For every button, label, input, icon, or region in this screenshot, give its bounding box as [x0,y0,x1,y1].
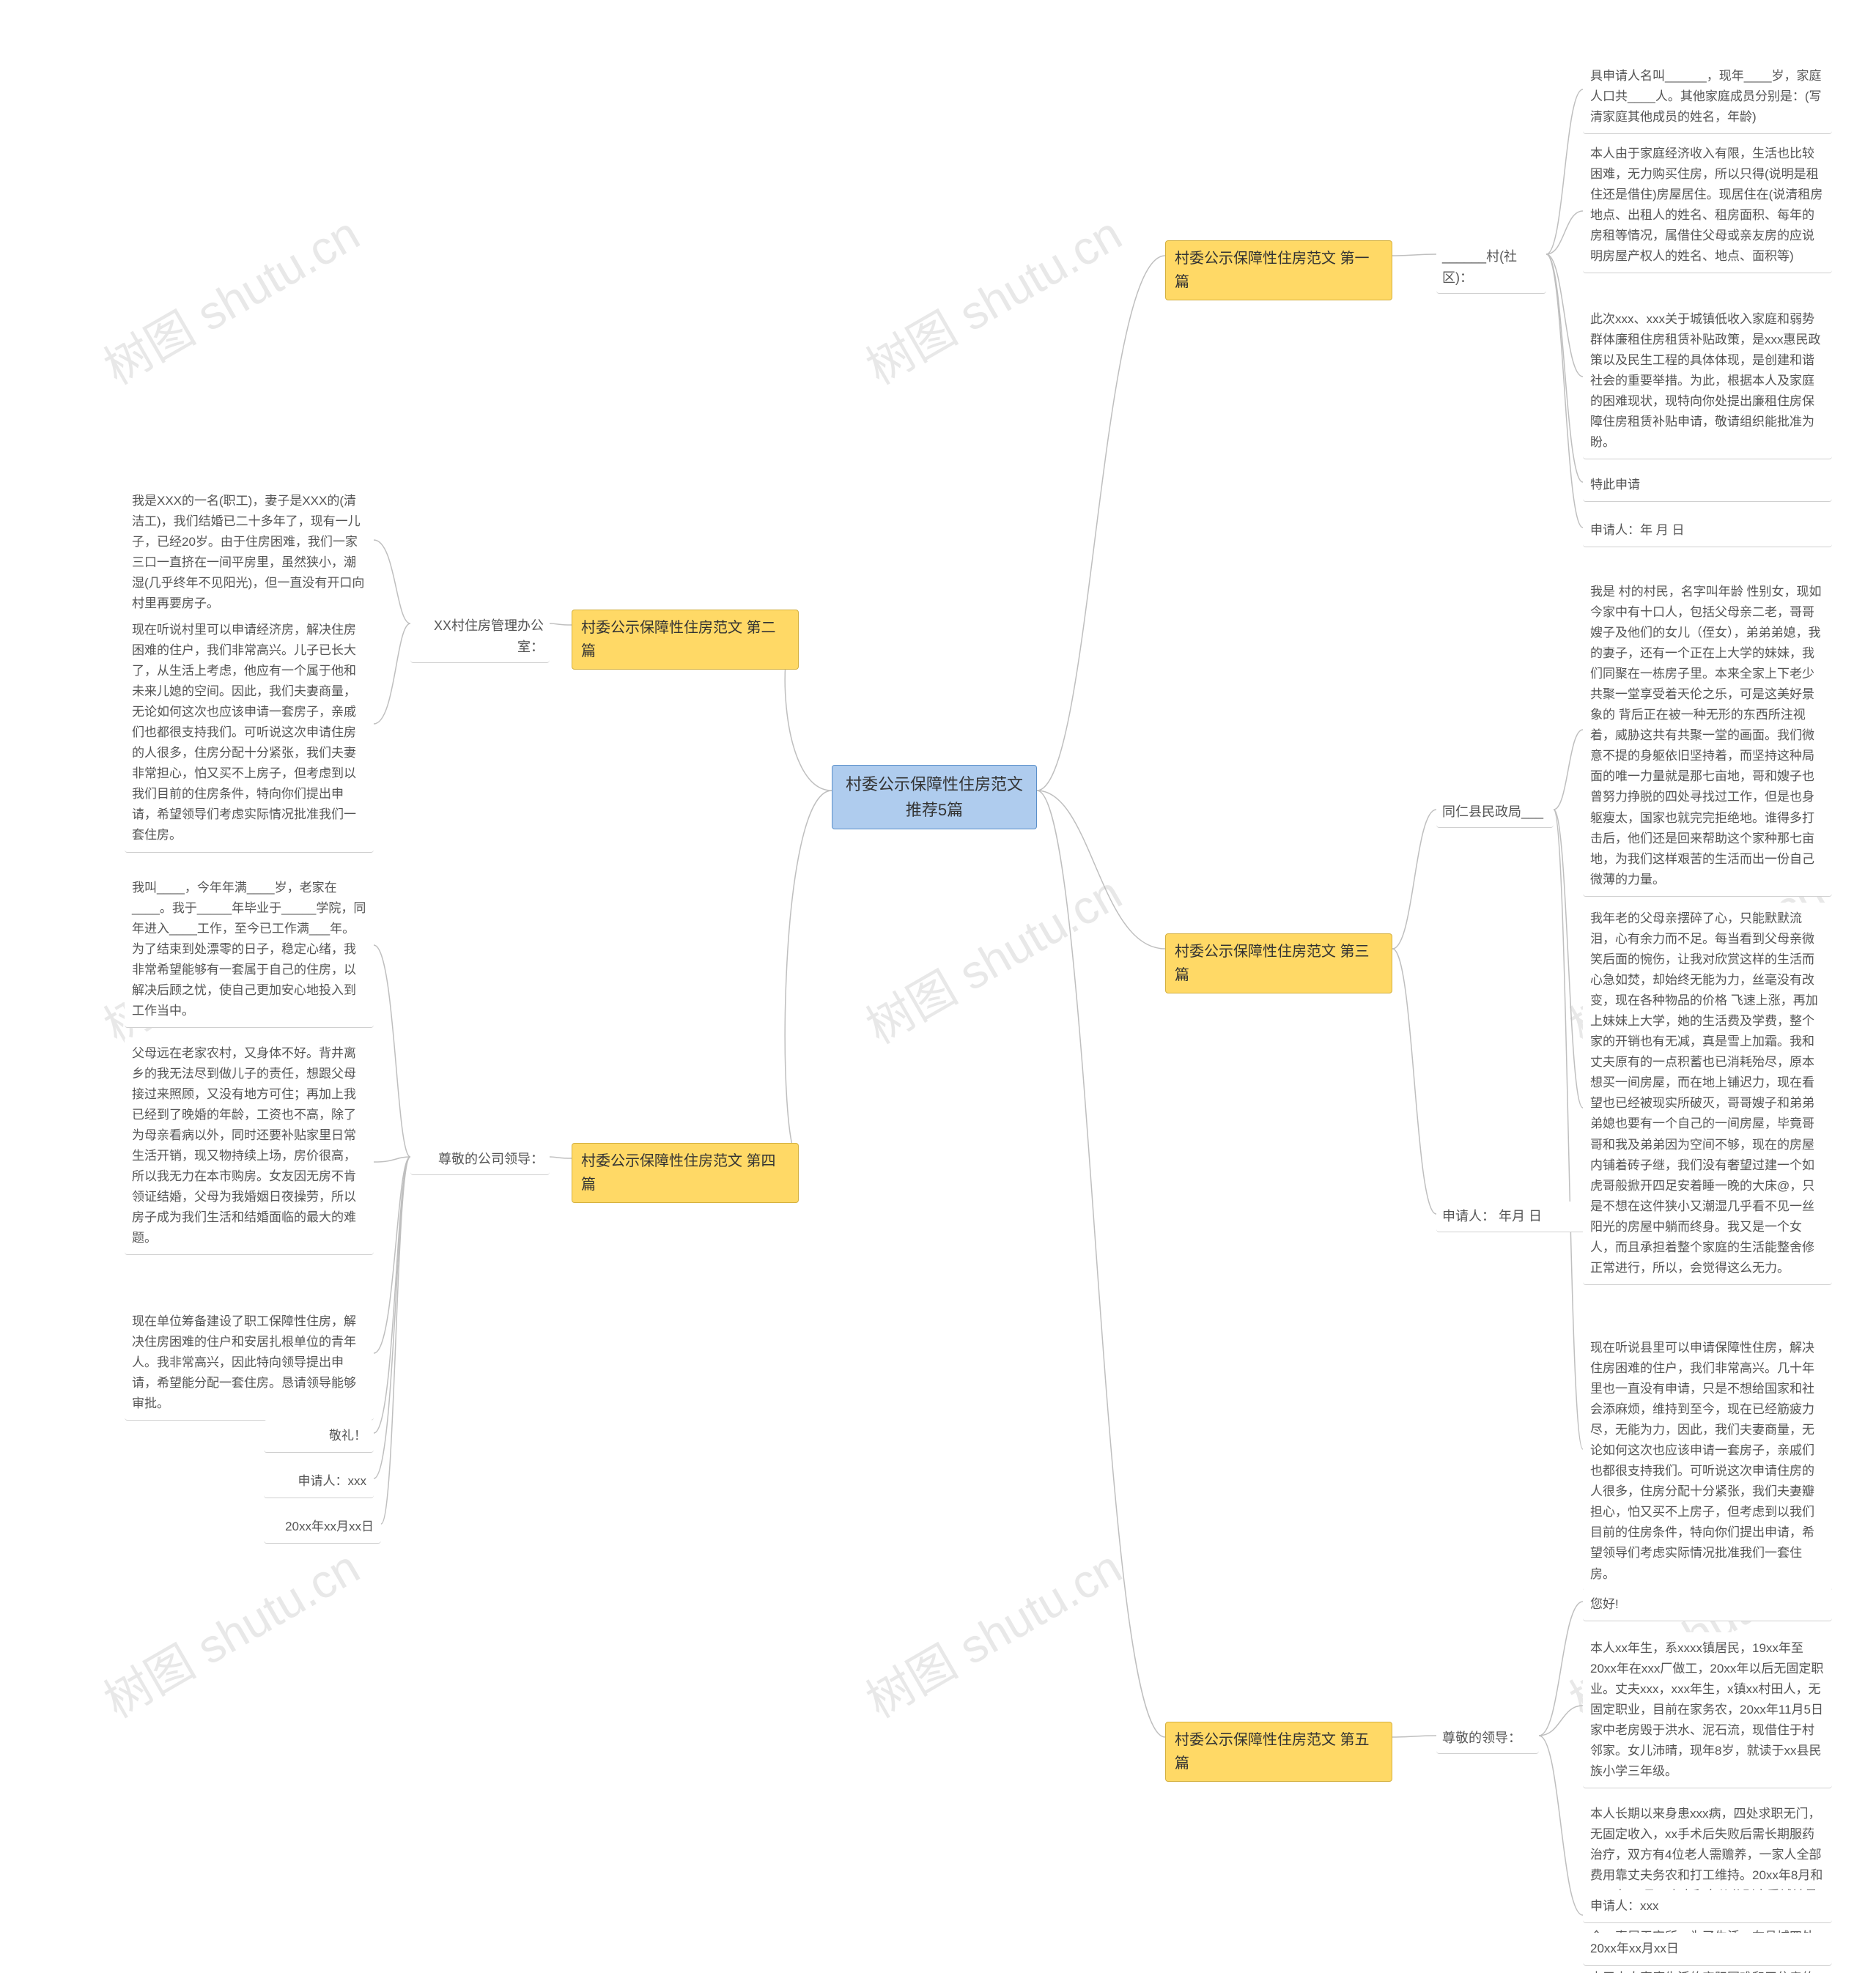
chapter-3[interactable]: 村委公示保障性住房范文 第三篇 [1165,933,1392,993]
c1-leaf: 特此申请 [1583,469,1832,502]
c1-leaf: 此次xxx、xxx关于城镇低收入家庭和弱势群体廉租住房租赁补贴政策，是xxx惠民… [1583,303,1832,459]
c2-leaf: 我是XXX的一名(职工)，妻子是XXX的(清洁工)，我们结婚已二十多年了，现有一… [125,485,374,621]
chapter-1[interactable]: 村委公示保障性住房范文 第一篇 [1165,240,1392,300]
watermark: 树图 shutu.cn [852,856,1132,1057]
c4-leaf: 申请人：xxx [264,1465,374,1498]
chapter-5[interactable]: 村委公示保障性住房范文 第五篇 [1165,1722,1392,1782]
c5-leaf: 您好! [1583,1588,1832,1621]
c1-leaf: 申请人：年 月 日 [1583,514,1832,547]
root-line2: 推荐5篇 [906,801,963,819]
c5-leaf: 申请人：xxx [1583,1890,1832,1923]
chapter-4-sub: 尊敬的公司领导： [410,1144,550,1175]
c4-leaf: 我叫____，今年年满____岁，老家在____。我于_____年毕业于____… [125,872,374,1028]
c3-leaf: 现在听说县里可以申请保障性住房，解决住房困难的住户，我们非常高兴。几十年里也一直… [1583,1332,1832,1591]
root-node[interactable]: 村委公示保障性住房范文 推荐5篇 [832,765,1037,829]
c1-leaf: 具申请人名叫______，现年____岁，家庭人口共____人。其他家庭成员分别… [1583,60,1832,134]
chapter-2-sub: XX村住房管理办公室： [410,611,550,663]
chapter-4[interactable]: 村委公示保障性住房范文 第四篇 [572,1143,799,1203]
watermark: 树图 shutu.cn [852,1530,1132,1731]
c3-leaf: 我年老的父母亲摆碎了心，只能默默流泪，心有余力而不足。每当看到父母亲微笑后面的惋… [1583,903,1832,1285]
c4-leaf: 敬礼！ [264,1420,374,1453]
c2-leaf: 现在听说村里可以申请经济房，解决住房困难的住户，我们非常高兴。儿子已长大了，从生… [125,614,374,853]
chapter-2[interactable]: 村委公示保障性住房范文 第二篇 [572,610,799,670]
watermark: 树图 shutu.cn [90,197,370,398]
chapter-5-sub: 尊敬的领导： [1436,1723,1539,1754]
chapter-3-applicant: 申请人： 年月 日 [1436,1202,1598,1232]
c5-leaf: 20xx年xx月xx日 [1583,1933,1832,1966]
chapter-1-sub: ______村(社区)： [1436,242,1546,294]
c4-leaf: 20xx年xx月xx日 [264,1511,381,1544]
chapter-3-sub: 同仁县民政局___ [1436,797,1554,828]
c3-leaf: 我是 村的村民，名字叫年龄 性别女，现如今家中有十口人，包括父母亲二老，哥哥嫂子… [1583,576,1832,897]
c4-leaf: 现在单位筹备建设了职工保障性住房，解决住房困难的住户和安居扎根单位的青年人。我非… [125,1306,374,1421]
watermark: 树图 shutu.cn [90,1530,370,1731]
c4-leaf: 父母远在老家农村，又身体不好。背井离乡的我无法尽到做儿子的责任，想跟父母接过来照… [125,1037,374,1255]
root-line1: 村委公示保障性住房范文 [846,775,1023,793]
watermark: 树图 shutu.cn [852,197,1132,398]
c1-leaf: 本人由于家庭经济收入有限，生活也比较困难，无力购买住房，所以只得(说明是租住还是… [1583,138,1832,273]
c5-leaf: 本人xx年生，系xxxx镇居民，19xx年至20xx年在xxx厂做工，20xx年… [1583,1632,1832,1788]
